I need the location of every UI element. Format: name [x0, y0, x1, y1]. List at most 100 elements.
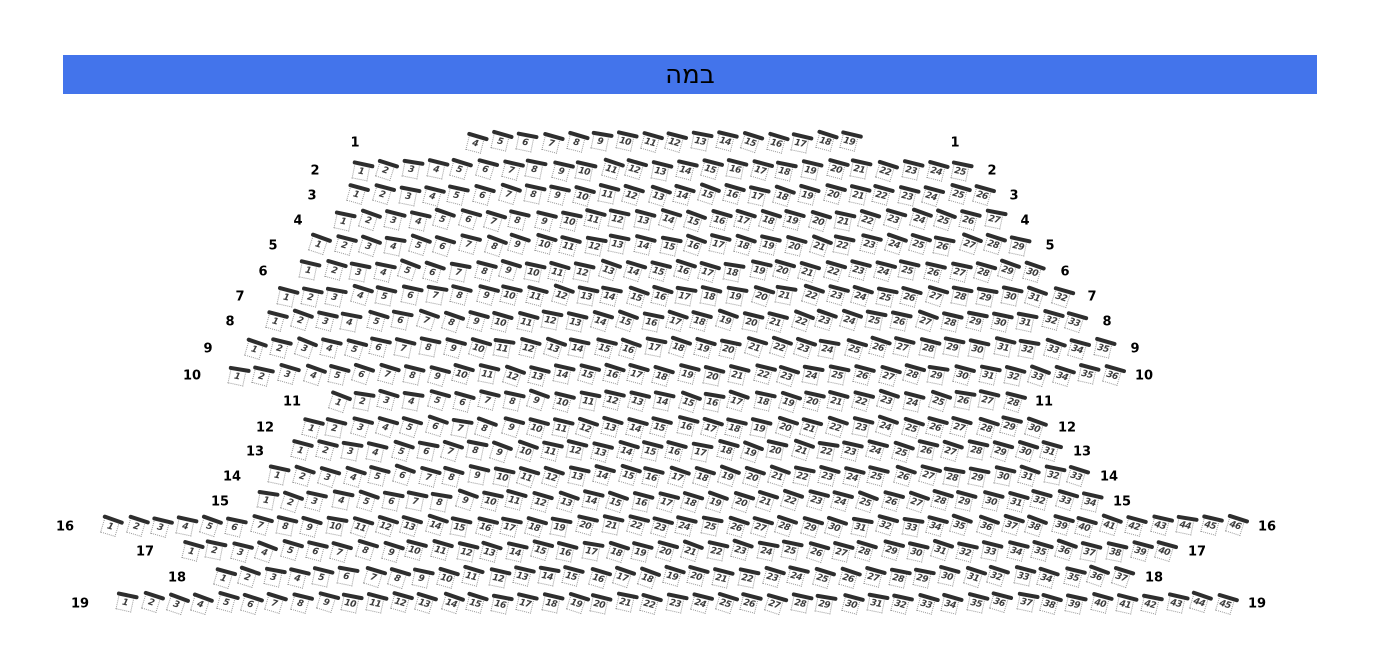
seat[interactable]: 14 — [505, 541, 530, 563]
seat[interactable]: 28 — [983, 232, 1008, 255]
seat[interactable]: 22 — [737, 567, 762, 589]
seat[interactable]: 25 — [715, 591, 740, 615]
seat[interactable]: 25 — [948, 182, 973, 206]
seat[interactable]: 9 — [475, 284, 500, 307]
seat[interactable]: 20 — [807, 209, 833, 232]
seat[interactable]: 12 — [664, 130, 689, 153]
seat[interactable]: 15 — [649, 415, 674, 438]
seat[interactable]: 23 — [730, 538, 755, 562]
seat[interactable]: 18 — [692, 465, 717, 488]
seat[interactable]: 4 — [372, 261, 397, 283]
seat[interactable]: 3 — [316, 465, 342, 488]
seat[interactable]: 21 — [601, 513, 625, 536]
seat[interactable]: 9 — [547, 184, 572, 206]
seat[interactable]: 3 — [401, 158, 425, 180]
seat[interactable]: 7 — [425, 284, 449, 305]
seat[interactable]: 20 — [750, 285, 776, 308]
seat[interactable]: 19 — [630, 540, 655, 563]
seat[interactable]: 14 — [599, 285, 624, 307]
seat[interactable]: 21 — [679, 539, 705, 563]
seat[interactable]: 22 — [874, 159, 900, 183]
seat[interactable]: 35 — [1030, 539, 1055, 562]
seat[interactable]: 15 — [640, 440, 665, 463]
seat[interactable]: 4 — [365, 440, 389, 463]
seat[interactable]: 29 — [965, 310, 990, 333]
seat[interactable]: 41 — [1115, 593, 1139, 616]
seat[interactable]: 19 — [740, 439, 765, 463]
seat[interactable]: 22 — [857, 208, 882, 231]
seat[interactable]: 30 — [1015, 439, 1041, 462]
seat[interactable]: 11 — [558, 234, 583, 257]
seat[interactable]: 12 — [456, 540, 480, 563]
seat[interactable]: 14 — [424, 513, 450, 537]
seat[interactable]: 13 — [647, 184, 673, 208]
seat[interactable]: 1 — [290, 439, 315, 462]
seat[interactable]: 10 — [523, 260, 547, 283]
seat[interactable]: 22 — [851, 389, 876, 412]
seat[interactable]: 6 — [431, 234, 457, 258]
seat[interactable]: 7 — [415, 307, 441, 331]
seat[interactable]: 3 — [229, 541, 255, 564]
seat[interactable]: 14 — [675, 158, 700, 181]
seat[interactable]: 12 — [621, 183, 646, 206]
seat[interactable]: 16 — [555, 540, 579, 563]
seat[interactable]: 25 — [890, 440, 916, 464]
seat[interactable]: 27 — [958, 231, 984, 256]
seat[interactable]: 18 — [722, 261, 746, 283]
seat[interactable]: 20 — [589, 592, 614, 615]
seat[interactable]: 27 — [977, 388, 1001, 411]
seat[interactable]: 24 — [874, 413, 900, 437]
seat[interactable]: 17 — [674, 285, 699, 307]
seat[interactable]: 11 — [582, 207, 607, 230]
seat[interactable]: 7 — [482, 209, 508, 233]
seat[interactable]: 27 — [917, 463, 943, 487]
seat[interactable]: 7 — [377, 362, 402, 385]
seat[interactable]: 24 — [801, 364, 825, 386]
seat[interactable]: 32 — [1003, 365, 1027, 387]
seat[interactable]: 32 — [1017, 338, 1041, 360]
seat[interactable]: 37 — [1079, 540, 1104, 563]
seat[interactable]: 6 — [458, 208, 484, 231]
seat[interactable]: 28 — [950, 285, 974, 307]
seat[interactable]: 27 — [914, 309, 939, 333]
seat[interactable]: 25 — [811, 566, 836, 589]
seat[interactable]: 16 — [618, 336, 643, 360]
seat[interactable]: 31 — [866, 592, 890, 614]
seat[interactable]: 30 — [952, 363, 977, 386]
seat[interactable]: 22 — [706, 539, 730, 562]
seat[interactable]: 15 — [699, 157, 725, 180]
seat[interactable]: 22 — [832, 233, 856, 256]
seat[interactable]: 3 — [383, 208, 407, 231]
seat[interactable]: 26 — [725, 514, 751, 538]
seat[interactable]: 31 — [977, 363, 1002, 386]
seat[interactable]: 19 — [549, 516, 574, 538]
seat[interactable]: 8 — [441, 465, 466, 488]
seat[interactable]: 37 — [1111, 565, 1136, 588]
seat[interactable]: 5 — [408, 232, 433, 256]
seat[interactable]: 7 — [393, 336, 417, 359]
seat[interactable]: 14 — [657, 207, 683, 231]
seat[interactable]: 5 — [426, 389, 452, 412]
seat[interactable]: 19 — [749, 416, 774, 439]
seat[interactable]: 11 — [504, 488, 529, 511]
seat[interactable]: 1 — [276, 286, 300, 308]
seat[interactable]: 13 — [597, 258, 623, 282]
seat[interactable]: 11 — [597, 182, 621, 205]
seat[interactable]: 8 — [418, 336, 442, 358]
seat[interactable]: 23 — [897, 184, 922, 207]
seat[interactable]: 2 — [125, 514, 151, 538]
seat[interactable]: 16 — [676, 415, 700, 437]
seat[interactable]: 27 — [749, 515, 775, 539]
seat[interactable]: 40 — [1074, 515, 1099, 538]
seat[interactable]: 16 — [631, 490, 655, 513]
seat[interactable]: 4 — [190, 591, 215, 615]
seat[interactable]: 5 — [449, 157, 474, 180]
seat[interactable]: 11 — [365, 591, 389, 614]
seat[interactable]: 33 — [980, 540, 1004, 562]
seat[interactable]: 21 — [833, 210, 857, 232]
seat[interactable]: 22 — [790, 308, 816, 333]
seat[interactable]: 28 — [888, 567, 912, 589]
seat[interactable]: 33 — [1013, 565, 1037, 587]
seat[interactable]: 9 — [380, 540, 405, 564]
seat[interactable]: 2 — [300, 286, 324, 308]
